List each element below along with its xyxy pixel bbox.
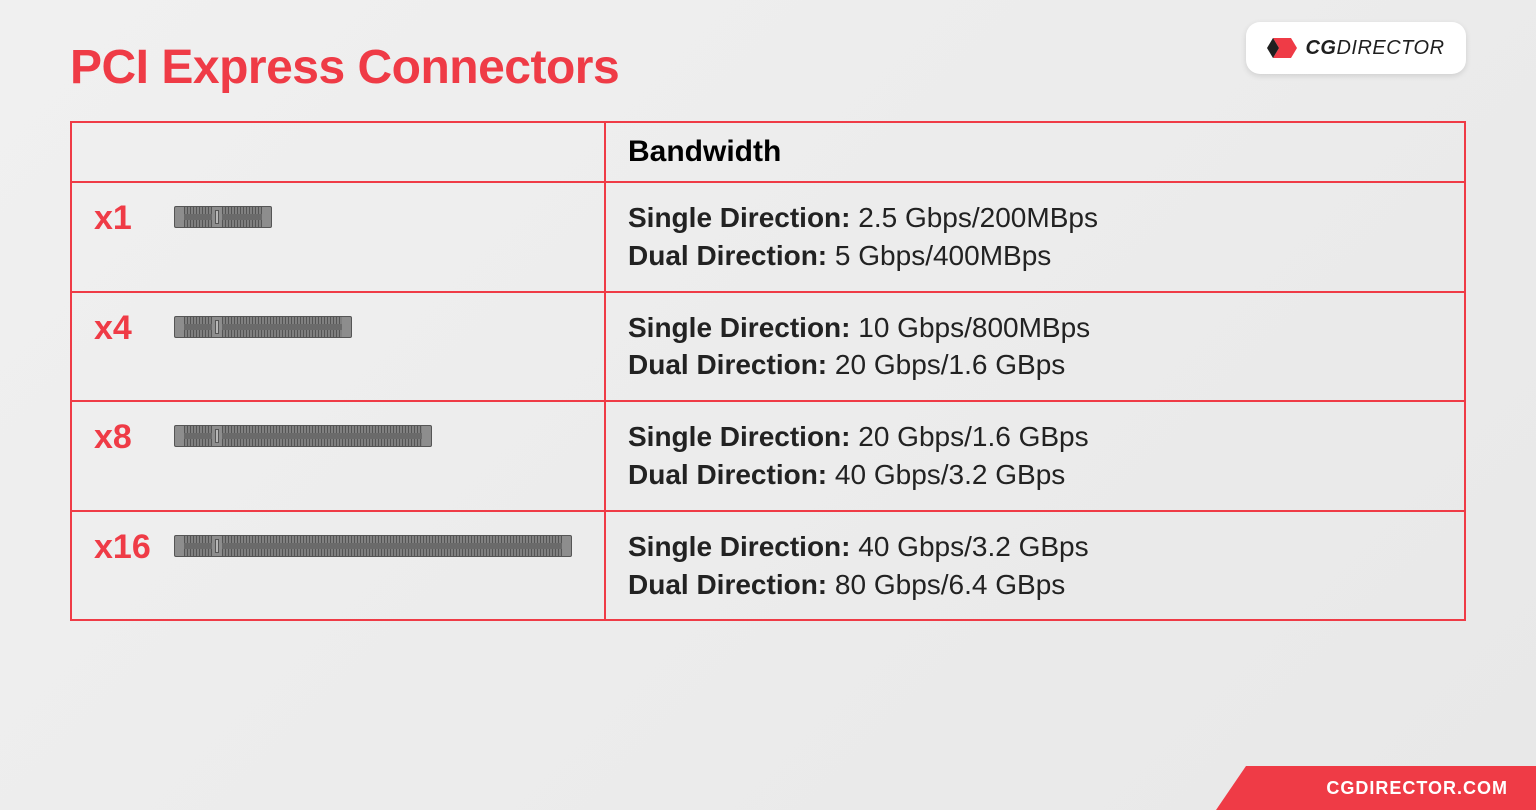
dual-direction-label: Dual Direction: xyxy=(628,459,827,490)
bandwidth-cell: Single Direction: 10 Gbps/800MBps Dual Di… xyxy=(605,292,1465,402)
footer-url: CGDIRECTOR.COM xyxy=(1216,766,1536,810)
connector-cell: x4 xyxy=(71,292,605,402)
single-direction-label: Single Direction: xyxy=(628,421,850,452)
bandwidth-cell: Single Direction: 2.5 Gbps/200MBps Dual D… xyxy=(605,182,1465,292)
dual-direction-value: 5 Gbps/400MBps xyxy=(835,240,1051,271)
bandwidth-cell: Single Direction: 20 Gbps/1.6 GBps Dual D… xyxy=(605,401,1465,511)
table-row: x8 Single Direction: 20 Gbps/1.6 GBps Dual… xyxy=(71,401,1465,511)
table-row: x4 Single Direction: 10 Gbps/800MBps Dual … xyxy=(71,292,1465,402)
connector-cell: x16 xyxy=(71,511,605,621)
single-direction-label: Single Direction: xyxy=(628,531,850,562)
bandwidth-cell: Single Direction: 40 Gbps/3.2 GBps Dual D… xyxy=(605,511,1465,621)
single-direction-value: 20 Gbps/1.6 GBps xyxy=(858,421,1088,452)
pcie-slot-icon xyxy=(174,534,572,558)
dual-direction-value: 80 Gbps/6.4 GBps xyxy=(835,569,1065,600)
pcie-slot-icon xyxy=(174,424,432,448)
brand-logo: CGDIRECTOR xyxy=(1246,22,1466,74)
lane-label: x8 xyxy=(94,420,160,454)
header-bandwidth: Bandwidth xyxy=(605,122,1465,182)
pcie-slot-icon xyxy=(174,205,272,229)
lane-label: x4 xyxy=(94,311,160,345)
single-direction-value: 40 Gbps/3.2 GBps xyxy=(858,531,1088,562)
brand-mark-icon xyxy=(1267,34,1299,62)
dual-direction-label: Dual Direction: xyxy=(628,240,827,271)
lane-label: x16 xyxy=(94,530,160,564)
dual-direction-value: 40 Gbps/3.2 GBps xyxy=(835,459,1065,490)
connector-cell: x8 xyxy=(71,401,605,511)
page: CGDIRECTOR PCI Express Connectors Bandwi… xyxy=(0,0,1536,810)
table-row: x16 Single Direction: 40 Gbps/3.2 GBps Dua… xyxy=(71,511,1465,621)
dual-direction-label: Dual Direction: xyxy=(628,569,827,600)
dual-direction-label: Dual Direction: xyxy=(628,349,827,380)
pcie-slot-icon xyxy=(174,315,352,339)
connector-cell: x1 xyxy=(71,182,605,292)
single-direction-label: Single Direction: xyxy=(628,202,850,233)
table-row: x1 Single Direction: 2.5 Gbps/200MBps Dual… xyxy=(71,182,1465,292)
pcie-connectors-table: Bandwidth x1 Single Direction: 2.5 Gbps/2… xyxy=(70,121,1466,621)
single-direction-value: 2.5 Gbps/200MBps xyxy=(858,202,1098,233)
lane-label: x1 xyxy=(94,201,160,235)
dual-direction-value: 20 Gbps/1.6 GBps xyxy=(835,349,1065,380)
brand-wordmark: CGDIRECTOR xyxy=(1305,37,1444,60)
single-direction-label: Single Direction: xyxy=(628,312,850,343)
table-header-row: Bandwidth xyxy=(71,122,1465,182)
header-connector xyxy=(71,122,605,182)
single-direction-value: 10 Gbps/800MBps xyxy=(858,312,1090,343)
